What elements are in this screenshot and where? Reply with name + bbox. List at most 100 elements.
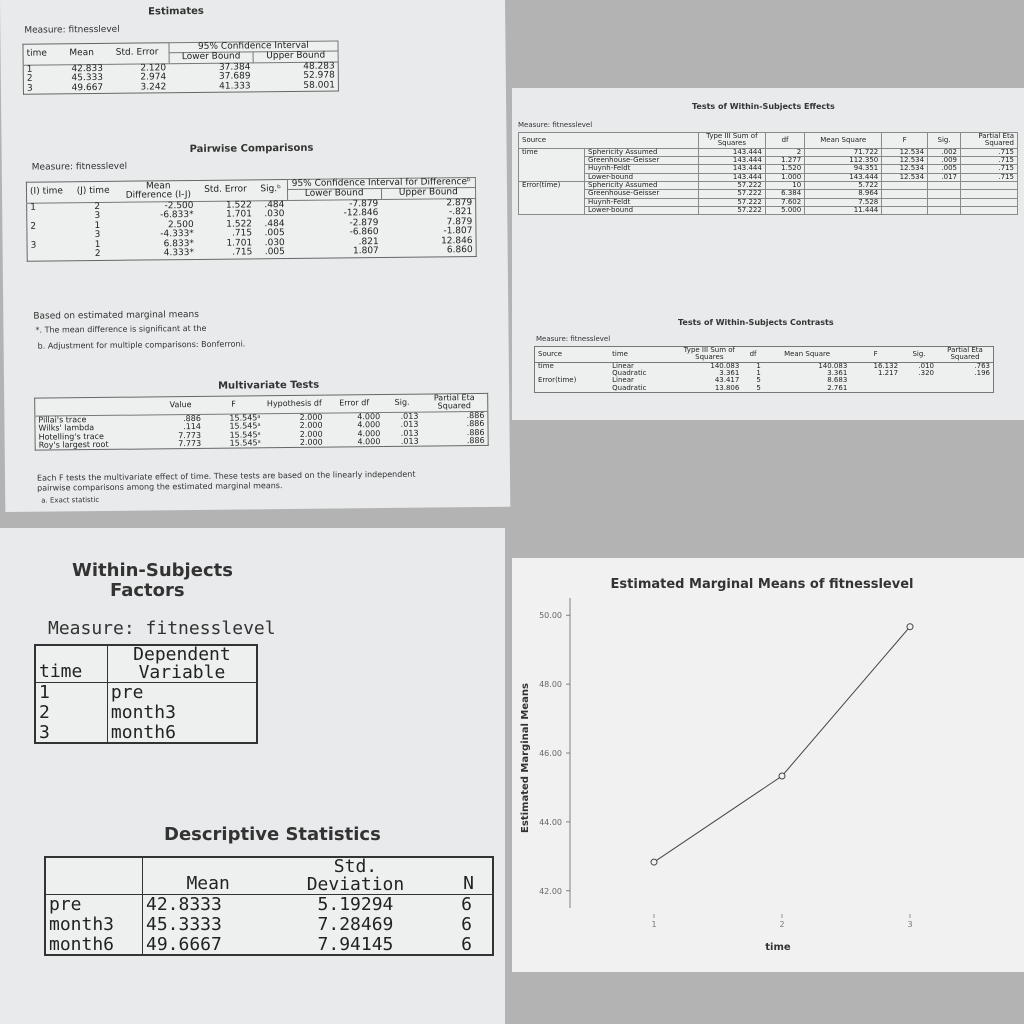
within-contrasts-cell: 1 [756, 361, 761, 370]
descriptives-header-mean: Mean [142, 857, 274, 895]
factors-title-2: Factors [110, 580, 185, 601]
within-contrasts-header-df: df [742, 346, 764, 363]
chart-title: Estimated Marginal Means of fitnesslevel [611, 577, 914, 592]
within-contrasts-cell: Linear [612, 361, 634, 370]
within-effects-cell [927, 181, 961, 191]
descriptives-header-blank [45, 857, 143, 895]
within-effects-cell: 11.444 [804, 206, 883, 216]
within-effects-cell [960, 197, 1018, 208]
within-contrasts-cell [901, 385, 937, 393]
multivariate-header-blank [34, 396, 158, 416]
factors-header-dep-2: Variable [138, 662, 226, 683]
table-row: pre 42.8333 5.19294 6 [45, 894, 493, 915]
pairwise-cell: 4.333* [163, 248, 195, 259]
within-effects-cell: 57.222 [697, 206, 766, 216]
estimates-header-mean: Mean [57, 43, 106, 65]
chart-series-line [653, 626, 911, 863]
multivariate-header-value: Value [157, 396, 204, 415]
within-effects-cell [927, 206, 961, 216]
within-contrasts-cell [850, 385, 901, 393]
table-row: 2 4.333* .715 .005 1.807 6.860 [27, 245, 476, 261]
within-contrasts-cell [850, 377, 901, 384]
chart-y-tick-label: 46.00 [539, 749, 562, 758]
estimates-cell: 49.667 [71, 82, 104, 94]
within-effects-source: time [518, 147, 585, 183]
multivariate-header-hyp-df: Hypothesis df [263, 395, 326, 414]
factors-cell: pre [110, 682, 144, 703]
descriptives-cell: month3 [45, 914, 143, 935]
descriptives-cell: 6 [461, 913, 472, 935]
factors-panel: Within-Subjects Factors Measure: fitness… [0, 528, 505, 1024]
factors-header-dep-1: Dependent [133, 644, 231, 665]
multivariate-cell: 7.773 [178, 438, 202, 449]
multivariate-cell: 15.545ᵃ [229, 438, 261, 448]
table-row: Greenhouse-Geisser 57.222 6.384 8.964 [519, 189, 1018, 199]
multivariate-header-sig: Sig. [382, 394, 422, 413]
within-contrasts-header-ss: Type III Sum of Squares [676, 346, 743, 363]
within-contrasts-cell: time [538, 361, 554, 370]
within-effects-header-eta: Partial Eta Squared [960, 132, 1018, 149]
multivariate-table: Value F Hypothesis df Error df Sig. Part… [34, 392, 489, 452]
within-contrasts-cell [937, 377, 994, 384]
within-effects-cell: Huynh-Feldt [583, 164, 699, 174]
chart-x-tick-label: 1 [651, 920, 656, 929]
within-effects-cell: 143.444 [697, 164, 766, 174]
within-contrasts-header-time: time [609, 346, 677, 363]
pairwise-header-se: Std. Error [196, 179, 255, 202]
within-contrasts-cell: .010 [918, 361, 934, 370]
factors-cell: 2 [35, 702, 108, 723]
descriptives-cell: 6 [461, 933, 472, 955]
pairwise-note-2: *. The mean difference is significant at… [35, 323, 207, 335]
multivariate-cell: .886 [466, 435, 485, 446]
chart-x-axis-label: time [765, 942, 791, 953]
within-contrasts-cell: 13.806 [714, 383, 740, 392]
within-contrasts-cell: 2.761 [827, 383, 848, 392]
within-contrasts-table: Source time Type III Sum of Squares df M… [534, 346, 994, 394]
within-effects-cell [960, 206, 1018, 216]
descriptives-header-sd: Std. Deviation [273, 856, 438, 895]
chart-y-tick-label: 48.00 [539, 680, 562, 689]
descriptives-header-n: N [437, 857, 493, 895]
table-row: Lower-bound 57.222 5.000 11.444 [519, 206, 1018, 216]
within-contrasts-cell: 5 [756, 383, 761, 392]
estimates-cell: 3.242 [140, 82, 167, 93]
within-contrasts-cell: Quadratic [612, 369, 647, 378]
within-effects-cell: Greenhouse-Geisser [583, 189, 699, 199]
within-contrasts-header-eta: Partial Eta Squared [937, 346, 994, 363]
pairwise-cell: 3 [30, 240, 37, 251]
table-row: month6 49.6667 7.94145 6 [45, 933, 493, 956]
chart-marks: 42.00 44.00 46.00 48.00 50.00 1 2 3 [539, 611, 914, 929]
within-effects-cell [881, 181, 929, 191]
within-contrasts-cell [937, 385, 994, 393]
pairwise-cell: .005 [264, 247, 285, 258]
descriptives-header-sd-2: Deviation [306, 874, 405, 895]
factors-header-dependent: Dependent Variable [107, 645, 257, 683]
estimates-table: time Mean Std. Error 95% Confidence Inte… [22, 40, 339, 95]
marginal-means-chart: Estimated Marginal Means of fitnesslevel… [520, 577, 914, 953]
within-effects-cell: .715 [960, 164, 1018, 174]
descriptives-header-sd-1: Std. [333, 856, 378, 877]
table-row: month3 45.3333 7.28469 6 [45, 913, 493, 935]
table-row: Greenhouse-Geisser 143.444 1.277 112.350 12.… [519, 156, 1018, 166]
within-effects-cell [960, 181, 1018, 191]
within-contrasts-cell: .763 [974, 361, 990, 370]
within-effects-header-source: Source [518, 132, 699, 149]
descriptives-cell: 7.94145 [317, 933, 394, 955]
within-effects-cell: .005 [927, 164, 961, 174]
chart-panel: Estimated Marginal Means of fitnesslevel… [512, 558, 1024, 972]
descriptives-cell: month6 [45, 934, 143, 956]
within-effects-header-ss: Type III Sum of Squares [697, 132, 766, 149]
pairwise-cell: 1.807 [352, 246, 379, 257]
table-row: 3 49.667 3.242 41.333 58.001 [23, 80, 338, 94]
estimates-cell: 3 [26, 83, 33, 94]
pairwise-cell: 2 [94, 249, 101, 260]
factors-measure: Measure: fitnesslevel [48, 618, 276, 639]
chart-y-tick-label: 50.00 [539, 611, 562, 620]
estimates-panel: Estimates Measure: fitnesslevel time Mea… [0, 0, 511, 512]
pairwise-cell [27, 250, 74, 260]
pairwise-note-3: b. Adjustment for multiple comparisons: … [37, 339, 246, 351]
within-effects-table: Source Type III Sum of Squares df Mean S… [518, 132, 1018, 216]
descriptives-cell: 45.3333 [146, 913, 222, 935]
within-contrasts-measure: Measure: fitnesslevel [536, 335, 611, 343]
estimates-cell: 58.001 [303, 80, 335, 91]
